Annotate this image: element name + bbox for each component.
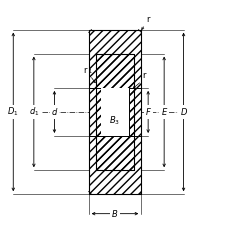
Text: $d_1$: $d_1$ bbox=[28, 106, 39, 118]
Text: r: r bbox=[83, 66, 86, 75]
Text: $d$: $d$ bbox=[51, 106, 58, 117]
Bar bbox=[95, 54, 134, 88]
Bar bbox=[88, 136, 141, 194]
Bar bbox=[88, 88, 100, 136]
Bar bbox=[88, 30, 141, 88]
Text: $F$: $F$ bbox=[144, 106, 151, 117]
Bar bbox=[88, 136, 141, 194]
Bar bbox=[95, 54, 134, 88]
Text: $_1$: $_1$ bbox=[88, 68, 93, 76]
Bar bbox=[129, 88, 141, 136]
Text: $E$: $E$ bbox=[160, 106, 167, 117]
Text: $B_3$: $B_3$ bbox=[109, 115, 120, 127]
Bar bbox=[95, 54, 134, 170]
Bar bbox=[95, 88, 100, 136]
Bar bbox=[95, 88, 100, 136]
Bar bbox=[100, 88, 129, 136]
Bar bbox=[129, 88, 141, 136]
Text: $B$: $B$ bbox=[111, 208, 118, 219]
Text: r: r bbox=[142, 71, 145, 80]
Bar bbox=[88, 30, 141, 88]
Text: r: r bbox=[146, 15, 149, 24]
Bar bbox=[129, 88, 134, 136]
Bar bbox=[95, 136, 134, 170]
Bar bbox=[129, 88, 134, 136]
Text: $D_1$: $D_1$ bbox=[8, 106, 19, 118]
Bar bbox=[88, 30, 141, 194]
Text: $D$: $D$ bbox=[179, 106, 187, 117]
Bar bbox=[88, 88, 100, 136]
Bar bbox=[95, 136, 134, 170]
Bar bbox=[100, 88, 129, 136]
